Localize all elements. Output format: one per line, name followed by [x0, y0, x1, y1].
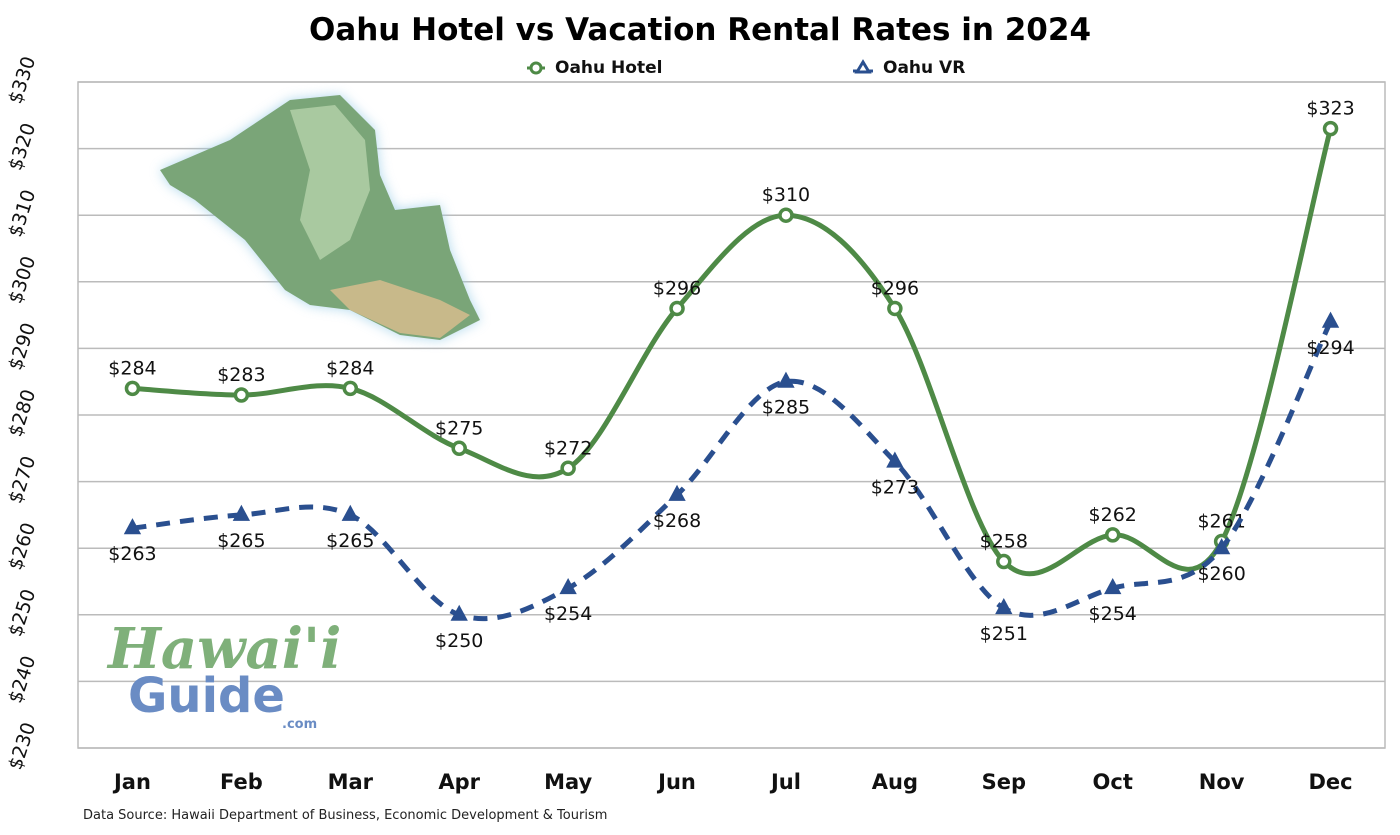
data-point	[450, 604, 468, 621]
data-point	[995, 598, 1013, 615]
y-tick-label: $250	[4, 587, 40, 640]
data-point	[669, 300, 685, 317]
data-label: $268	[653, 510, 701, 532]
x-tick-label: Sep	[982, 770, 1026, 794]
data-label: $260	[1197, 563, 1245, 585]
data-label: $254	[544, 603, 592, 625]
x-tick-label: Jan	[112, 770, 151, 794]
y-tick-label: $300	[4, 254, 40, 307]
y-tick-label: $330	[4, 54, 40, 107]
data-point	[233, 387, 250, 403]
data-point	[451, 440, 467, 457]
data-label: $272	[544, 437, 592, 459]
x-tick-label: Feb	[220, 770, 263, 794]
data-point	[778, 207, 794, 223]
data-label: $284	[326, 357, 374, 379]
data-label: $310	[762, 184, 810, 206]
circle-marker-icon	[527, 61, 545, 75]
x-tick-label: Jul	[769, 770, 801, 794]
series-oahu-hotel: $284 $283 $284 $275 $272 $296 $310 $296 $258 $262…	[108, 98, 1355, 577]
y-tick-label: $270	[4, 453, 40, 506]
svg-text:Hawai'i: Hawai'i	[106, 616, 341, 682]
y-tick-label: $260	[4, 520, 40, 573]
y-tick-label: $230	[4, 720, 40, 773]
data-label: $265	[326, 530, 374, 552]
data-point	[342, 380, 359, 397]
data-point	[1212, 538, 1231, 555]
x-tick-label: Mar	[328, 770, 374, 794]
legend-label-vr: Oahu VR	[883, 58, 966, 78]
data-point	[560, 460, 576, 477]
x-tick-label: May	[544, 770, 592, 794]
legend-label-hotel: Oahu Hotel	[555, 58, 663, 78]
data-label: $250	[435, 630, 483, 652]
data-point	[124, 380, 141, 397]
data-label: $323	[1306, 98, 1354, 120]
x-tick-label: Dec	[1308, 770, 1352, 794]
data-point	[1321, 311, 1340, 328]
data-label: $294	[1306, 337, 1354, 359]
data-label: $254	[1089, 603, 1137, 625]
x-tick-label: Jun	[656, 770, 696, 794]
data-label: $275	[435, 417, 483, 439]
data-point	[777, 371, 795, 388]
y-tick-label: $310	[4, 187, 40, 240]
data-label: $262	[1089, 504, 1137, 526]
data-label: $251	[980, 623, 1028, 645]
hawaii-guide-logo: Hawai'i Guide .com	[106, 616, 341, 732]
data-label: $258	[980, 531, 1028, 553]
data-point	[1104, 578, 1122, 595]
data-label: $296	[871, 277, 919, 299]
y-tick-label: $290	[4, 320, 40, 373]
oahu-map-image	[160, 95, 480, 340]
x-tick-label: Aug	[872, 770, 918, 794]
data-label: $285	[762, 397, 810, 419]
chart-title: Oahu Hotel vs Vacation Rental Rates in 2…	[308, 12, 1092, 48]
y-tick-label: $280	[4, 387, 40, 440]
data-point	[123, 518, 142, 535]
y-tick-label: $320	[4, 120, 40, 173]
data-label: $265	[217, 530, 265, 552]
x-tick-label: Oct	[1093, 770, 1133, 794]
data-point	[886, 451, 904, 468]
triangle-marker-icon	[853, 59, 873, 74]
svg-text:Guide: Guide	[128, 668, 285, 724]
y-tick-label: $240	[4, 653, 40, 706]
data-label: $273	[871, 477, 919, 499]
data-point	[668, 484, 686, 501]
data-point	[996, 553, 1012, 570]
legend-item-vr: Oahu VR	[853, 58, 965, 78]
series-line	[132, 320, 1333, 622]
data-label: $284	[108, 357, 156, 379]
data-point	[232, 504, 251, 521]
x-tick-label: Nov	[1199, 770, 1245, 794]
data-point	[887, 300, 903, 317]
x-tick-label: Apr	[438, 770, 480, 794]
legend-item-hotel: Oahu Hotel	[527, 58, 662, 78]
data-source-note: Data Source: Hawaii Department of Busine…	[83, 808, 608, 823]
data-label: $283	[217, 364, 265, 386]
data-label: $263	[108, 543, 156, 565]
data-label: $296	[653, 277, 701, 299]
data-point	[1322, 120, 1339, 137]
svg-text:.com: .com	[282, 717, 317, 732]
series-oahu-vr: $263 $265 $265 $250 $254 $268 $285 $273 $251 $254…	[108, 311, 1355, 652]
data-point	[559, 578, 577, 595]
data-point	[1104, 527, 1121, 543]
data-point	[341, 504, 359, 521]
